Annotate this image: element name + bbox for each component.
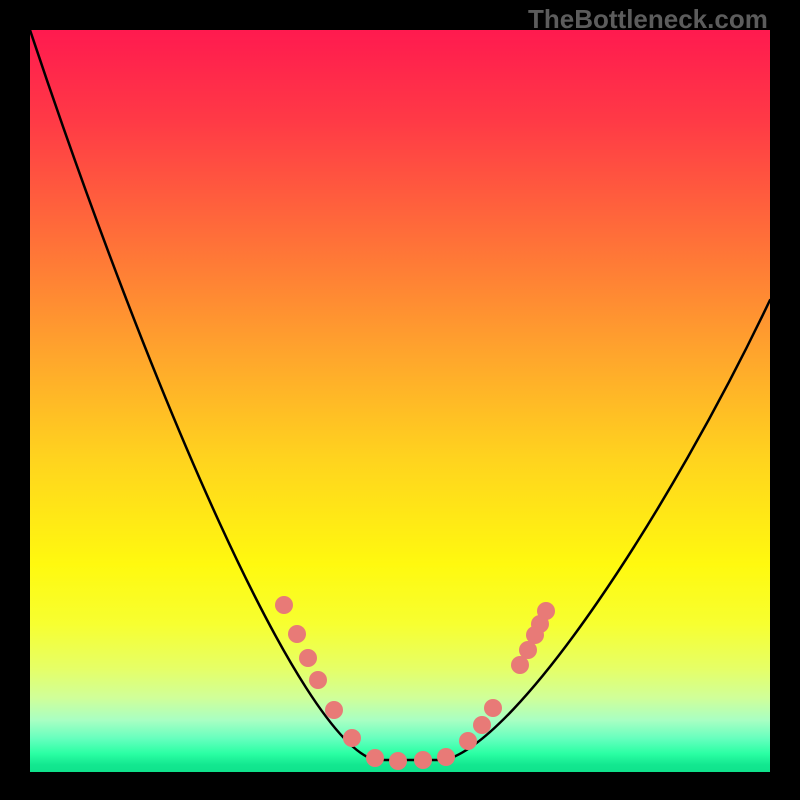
data-point (473, 716, 491, 734)
data-point (484, 699, 502, 717)
data-point (414, 751, 432, 769)
gradient-background (30, 30, 770, 772)
data-point (275, 596, 293, 614)
chart-frame: TheBottleneck.com (0, 0, 800, 800)
data-point (366, 749, 384, 767)
data-point (325, 701, 343, 719)
bottleneck-plot (30, 30, 770, 772)
data-point (459, 732, 477, 750)
data-point (288, 625, 306, 643)
data-point (437, 748, 455, 766)
data-point (537, 602, 555, 620)
data-point (299, 649, 317, 667)
data-point (309, 671, 327, 689)
data-point (343, 729, 361, 747)
data-point (389, 752, 407, 770)
